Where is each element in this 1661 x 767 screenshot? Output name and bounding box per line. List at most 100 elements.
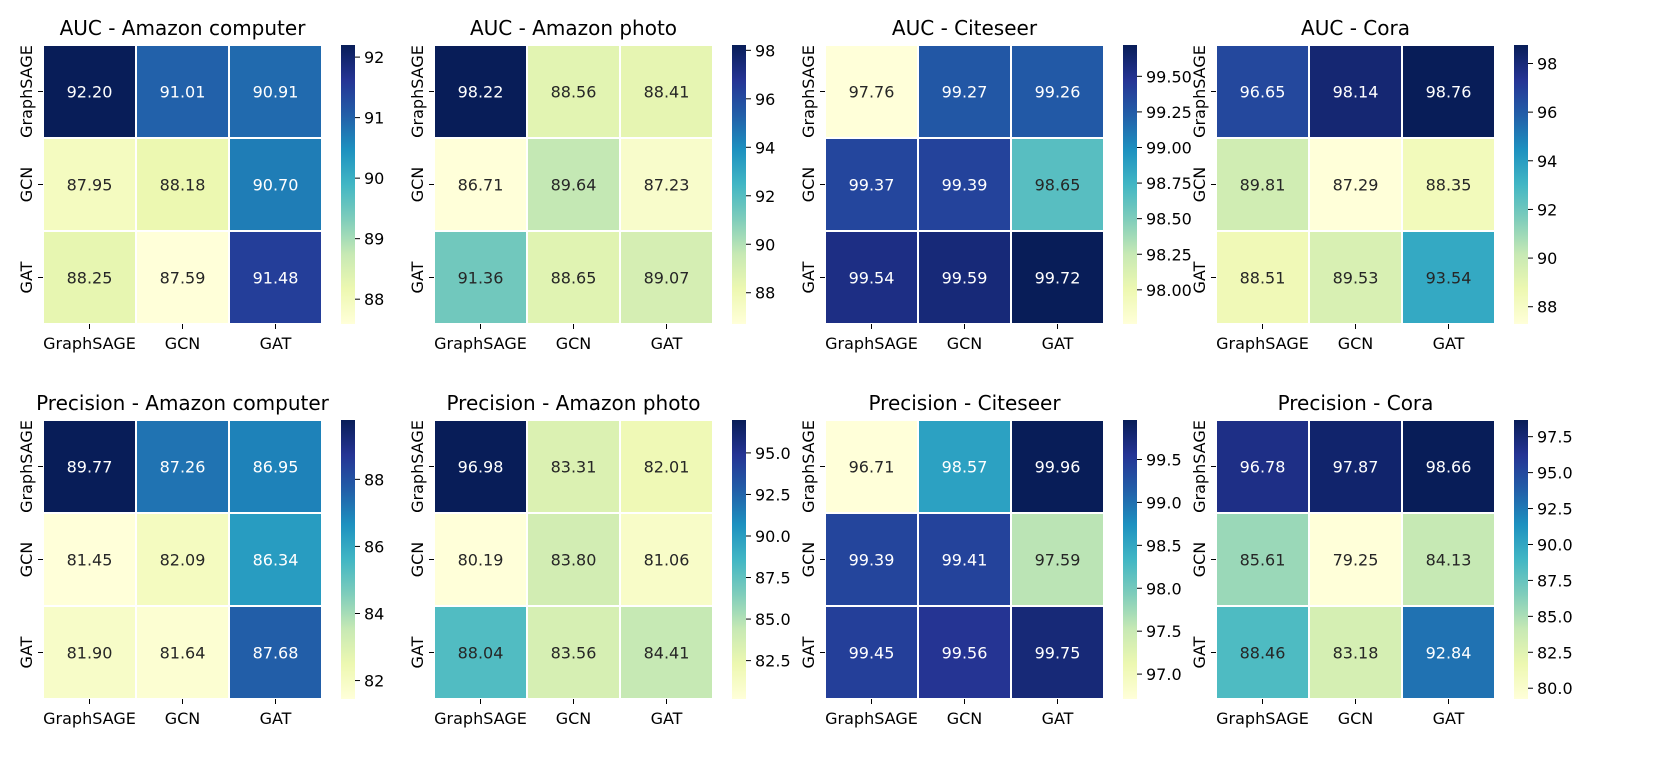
- colorbar-tick-label: 88: [364, 290, 384, 309]
- x-tick-label: GAT: [1042, 709, 1074, 728]
- heatmap-panel: AUC - Citeseer 97.76 99.27 99.26 99.37 99.39 9…: [799, 16, 1192, 353]
- cell-value-label: 98.66: [1426, 458, 1472, 477]
- cell-value-label: 80.19: [458, 551, 504, 570]
- heatmap-cell: [1215, 512, 1310, 607]
- cell-value-label: 86.95: [253, 458, 299, 477]
- panel-title: Precision - Cora: [1278, 391, 1434, 415]
- colorbar-tick-label: 91: [364, 109, 384, 128]
- y-tick-label: GAT: [408, 636, 427, 668]
- colorbar-tick-label: 96: [1537, 103, 1557, 122]
- cell-value-label: 88.18: [160, 176, 206, 195]
- cell-value-label: 99.27: [942, 83, 988, 102]
- cell-value-label: 97.87: [1333, 458, 1379, 477]
- x-tick-label: GraphSAGE: [434, 709, 527, 728]
- y-tick-label: GraphSAGE: [408, 45, 427, 138]
- cell-value-label: 89.81: [1240, 176, 1286, 195]
- heatmap-cell: [42, 44, 137, 139]
- panel-title: AUC - Amazon photo: [470, 16, 677, 40]
- cell-value-label: 87.59: [160, 269, 206, 288]
- cell-value-label: 99.96: [1035, 458, 1081, 477]
- colorbar-tick-label: 99.0: [1146, 493, 1182, 512]
- colorbar-tick-label: 96: [755, 90, 775, 109]
- cell-value-label: 83.31: [551, 458, 597, 477]
- heatmap-cell: [1401, 419, 1496, 514]
- y-tick-label: GAT: [17, 636, 36, 668]
- colorbar-tick-label: 88: [755, 284, 775, 303]
- x-tick-label: GraphSAGE: [825, 334, 918, 353]
- cell-value-label: 97.59: [1035, 551, 1081, 570]
- colorbar: [1123, 45, 1137, 324]
- colorbar-tick-label: 88: [1537, 298, 1557, 317]
- cell-value-label: 89.77: [67, 458, 113, 477]
- colorbar-tick-label: 85.0: [1537, 607, 1573, 626]
- heatmap-cell: [135, 512, 230, 607]
- cell-value-label: 96.71: [849, 458, 895, 477]
- y-tick-label: GCN: [799, 542, 818, 578]
- cell-value-label: 87.68: [253, 644, 299, 663]
- heatmap-cell: [1010, 137, 1105, 232]
- colorbar-tick-label: 98.75: [1146, 174, 1192, 193]
- heatmap-cell: [1010, 44, 1105, 139]
- heatmap-cell: [526, 230, 621, 325]
- cell-value-label: 89.53: [1333, 269, 1379, 288]
- heatmap-cell: [135, 230, 230, 325]
- colorbar: [341, 45, 355, 324]
- cell-value-label: 81.06: [644, 551, 690, 570]
- y-tick-label: GraphSAGE: [17, 420, 36, 513]
- y-tick-label: GraphSAGE: [17, 45, 36, 138]
- cell-value-label: 89.64: [551, 176, 597, 195]
- colorbar: [732, 45, 746, 324]
- cell-value-label: 98.76: [1426, 83, 1472, 102]
- cell-value-label: 98.22: [458, 83, 504, 102]
- panel-title: Precision - Amazon computer: [36, 391, 330, 415]
- colorbar-tick-label: 89: [364, 230, 384, 249]
- heatmap-cell: [228, 512, 323, 607]
- cell-value-label: 88.41: [644, 83, 690, 102]
- colorbar-tick-label: 82.5: [755, 652, 791, 671]
- colorbar-tick-label: 97.5: [1146, 622, 1182, 641]
- x-tick-label: GCN: [556, 334, 592, 353]
- panel-title: AUC - Citeseer: [892, 16, 1038, 40]
- heatmap-panel: Precision - Citeseer 96.71 98.57 99.96 99.39…: [799, 391, 1182, 728]
- heatmap-cell: [135, 44, 230, 139]
- heatmap-cell: [824, 230, 919, 325]
- cell-value-label: 83.80: [551, 551, 597, 570]
- colorbar-tick-label: 95.0: [755, 444, 791, 463]
- cell-value-label: 86.34: [253, 551, 299, 570]
- heatmap-cell: [824, 137, 919, 232]
- panel-title: Precision - Amazon photo: [446, 391, 700, 415]
- cell-value-label: 99.41: [942, 551, 988, 570]
- colorbar-tick-label: 97.0: [1146, 665, 1182, 684]
- colorbar-tick-label: 97.5: [1537, 428, 1573, 447]
- y-tick-label: GCN: [1190, 542, 1209, 578]
- cell-value-label: 90.70: [253, 176, 299, 195]
- heatmap-cell: [42, 419, 137, 514]
- y-tick-label: GraphSAGE: [1190, 45, 1209, 138]
- heatmap-cell: [433, 230, 528, 325]
- cell-value-label: 99.54: [849, 269, 895, 288]
- cell-value-label: 96.78: [1240, 458, 1286, 477]
- heatmap-cell: [619, 605, 714, 700]
- heatmap-cell: [228, 44, 323, 139]
- heatmap-cell: [433, 44, 528, 139]
- heatmap-cell: [228, 605, 323, 700]
- panel-title: Precision - Citeseer: [868, 391, 1061, 415]
- cell-value-label: 99.45: [849, 644, 895, 663]
- heatmap-cell: [824, 605, 919, 700]
- heatmap-cell: [619, 512, 714, 607]
- y-tick-label: GCN: [799, 167, 818, 203]
- colorbar-tick-label: 92.5: [755, 485, 791, 504]
- colorbar-tick-label: 90: [1537, 249, 1557, 268]
- heatmap-cell: [1308, 137, 1403, 232]
- heatmap-cell: [433, 137, 528, 232]
- cell-value-label: 82.01: [644, 458, 690, 477]
- heatmap-cell: [135, 605, 230, 700]
- colorbar-tick-label: 98.50: [1146, 210, 1192, 229]
- colorbar-tick-label: 98.0: [1146, 579, 1182, 598]
- heatmap-cell: [1401, 230, 1496, 325]
- y-tick-label: GCN: [17, 542, 36, 578]
- y-tick-label: GraphSAGE: [1190, 420, 1209, 513]
- cell-value-label: 99.39: [942, 176, 988, 195]
- y-tick-label: GCN: [1190, 167, 1209, 203]
